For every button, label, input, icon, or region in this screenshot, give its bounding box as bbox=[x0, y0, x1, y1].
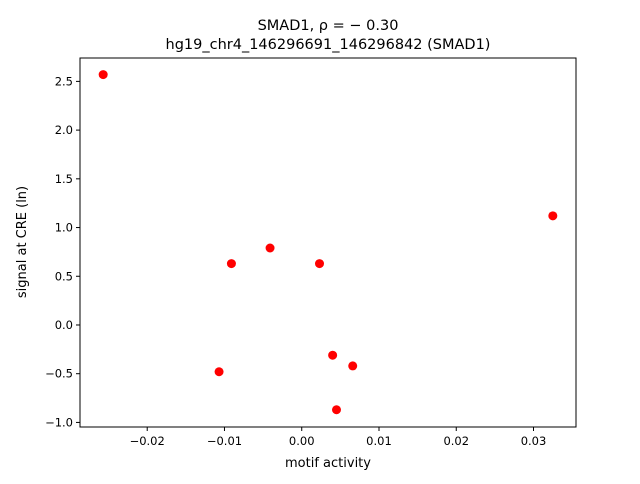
y-tick-label: 0.5 bbox=[55, 269, 73, 283]
chart-title-line1: SMAD1, ρ = − 0.30 bbox=[258, 18, 399, 34]
y-tick-label: −1.0 bbox=[45, 415, 73, 429]
y-tick-label: 1.5 bbox=[55, 172, 73, 186]
data-point bbox=[226, 259, 236, 269]
data-point bbox=[315, 259, 325, 269]
data-point bbox=[348, 361, 358, 371]
data-point bbox=[331, 405, 341, 415]
y-tick-label: 1.0 bbox=[55, 221, 73, 235]
x-axis-label: motif activity bbox=[285, 456, 371, 471]
y-tick-label: 0.0 bbox=[55, 318, 73, 332]
x-tick-label: 0.01 bbox=[366, 434, 392, 448]
data-point bbox=[328, 350, 338, 360]
y-tick-label: 2.0 bbox=[55, 123, 73, 137]
chart-title-line2: hg19_chr4_146296691_146296842 (SMAD1) bbox=[166, 37, 491, 53]
y-axis-label: signal at CRE (ln) bbox=[15, 186, 30, 298]
data-point bbox=[548, 211, 558, 221]
data-point bbox=[265, 243, 275, 253]
x-tick-label: 0.03 bbox=[521, 434, 547, 448]
y-tick-label: 2.5 bbox=[55, 74, 73, 88]
plot-frame bbox=[79, 57, 577, 428]
x-tick-label: 0.00 bbox=[289, 434, 315, 448]
data-point bbox=[98, 70, 108, 80]
x-tick-label: 0.02 bbox=[443, 434, 469, 448]
data-point bbox=[214, 367, 224, 377]
x-tick-label: −0.01 bbox=[207, 434, 242, 448]
y-tick-label: −0.5 bbox=[45, 367, 73, 381]
x-tick-label: −0.02 bbox=[130, 434, 165, 448]
